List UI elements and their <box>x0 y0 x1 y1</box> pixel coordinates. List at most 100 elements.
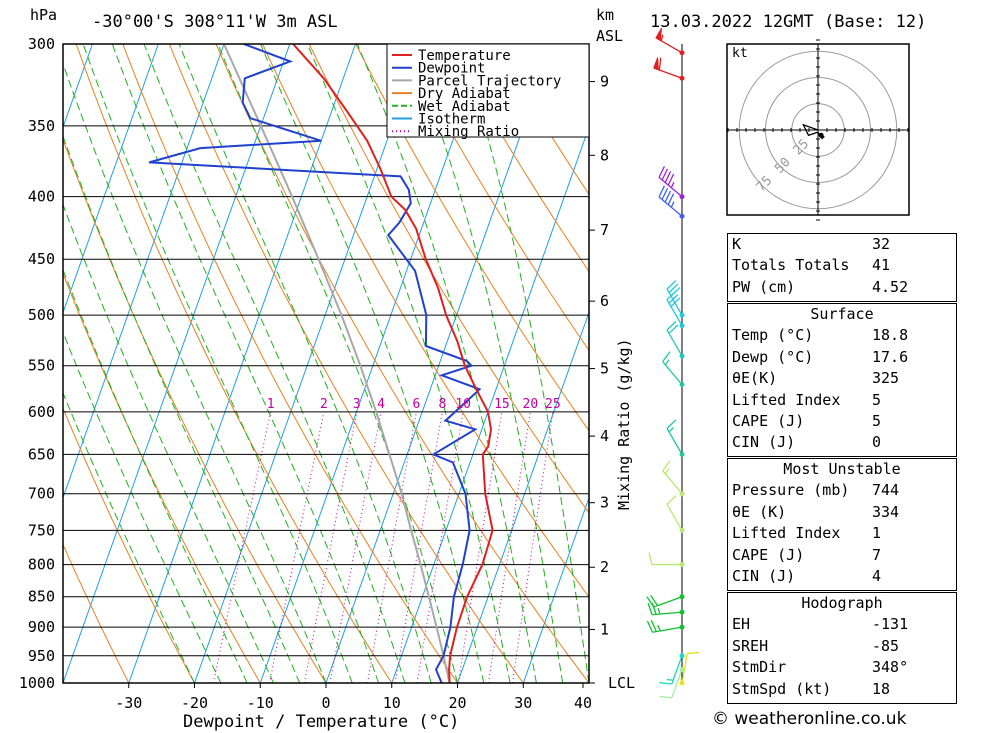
hodograph-index-label: EH <box>732 615 751 634</box>
surface-title: Surface <box>810 305 874 323</box>
hodograph-index-value: -85 <box>872 636 900 655</box>
wind-barb-dot <box>679 312 685 318</box>
wind-barb <box>662 351 685 388</box>
mixing-ratio-labels: 1 2 3 4 6 8 10 15 20 25 <box>267 397 561 412</box>
temperature-tick-label: 20 <box>448 694 466 712</box>
wind-barb-feather <box>646 596 655 608</box>
wind-barb <box>679 651 700 686</box>
wind-barb-half-feather <box>666 678 674 681</box>
index-label: Totals Totals <box>732 256 850 275</box>
pressure-tick-label: 500 <box>28 306 55 324</box>
wind-barb-feather <box>661 168 669 181</box>
wind-barb-feather <box>658 165 666 178</box>
asl-label: ASL <box>596 27 623 45</box>
wind-barb <box>648 552 685 568</box>
wind-barb-staff <box>666 504 683 531</box>
index-value: 41 <box>872 256 891 275</box>
wind-barb <box>653 57 685 81</box>
most-unstable-row: CIN (J) 4 <box>728 566 956 587</box>
dry-adiabat-line <box>75 44 393 683</box>
isotherm-line <box>457 311 589 683</box>
wind-barb-feather <box>650 595 659 607</box>
index-pw: PW (cm) 4.52 <box>728 277 956 298</box>
index-value: 32 <box>872 235 891 253</box>
surface-label: Temp (°C) <box>732 326 814 345</box>
wind-barb-feather <box>658 185 666 198</box>
km-tick-label: 9 <box>600 73 609 91</box>
wet-adiabat-line <box>178 44 432 683</box>
wind-barb-dot <box>679 562 685 568</box>
wet-adiabat-line <box>63 62 327 683</box>
surface-value: 0 <box>872 433 882 452</box>
wind-barb-feather <box>687 651 700 655</box>
most-unstable-row: Pressure (mb) 744 <box>728 480 956 501</box>
km-tick-label: 5 <box>600 360 609 378</box>
surface-label: θE(K) <box>732 369 778 388</box>
mixing-ratio-label: 10 <box>455 397 471 412</box>
wind-barb <box>658 185 685 219</box>
index-value: 4.52 <box>872 277 909 296</box>
wind-barb-staff <box>666 288 683 316</box>
wind-barbs <box>646 27 700 699</box>
wind-barb-feather <box>650 620 657 632</box>
km-label: km <box>596 6 614 24</box>
wind-barb-half-feather <box>664 359 670 366</box>
wind-barb-dot <box>679 451 685 457</box>
pressure-tick-label: 450 <box>28 250 55 268</box>
wind-barb <box>659 653 685 685</box>
wind-barb-feather <box>664 171 672 183</box>
mixing-ratio-line <box>457 411 503 683</box>
hodograph-indices-box: Hodograph EH -131 SREH -85 StmDir 348° StmSpd … <box>727 592 957 704</box>
surface-label: CIN (J) <box>732 433 796 452</box>
profile-temperature <box>292 44 494 683</box>
mixing-ratio-label: 6 <box>413 397 421 412</box>
wet-adiabat-line <box>63 134 301 683</box>
surface-row: Temp (°C) 18.8 <box>728 325 956 346</box>
pressure-tick-label: 900 <box>28 618 55 636</box>
isotherm-line <box>128 44 356 683</box>
wind-barb-half-feather <box>657 607 661 615</box>
mixing-ratio-label: 8 <box>439 397 447 412</box>
wind-barb-half-feather <box>664 468 670 475</box>
x-axis-label: Dewpoint / Temperature (°C) <box>183 712 459 732</box>
mixing-ratio-label: 20 <box>523 397 539 412</box>
mixing-ratio-line <box>329 411 382 683</box>
isotherm-line <box>522 496 589 683</box>
km-tick-label: 3 <box>600 494 609 512</box>
wind-barb-dot <box>679 323 685 329</box>
wind-barb-feather <box>666 419 677 429</box>
km-tick-label: 8 <box>600 146 609 164</box>
legend-entry: Isotherm <box>418 112 485 128</box>
profile-dewpoint <box>148 44 482 683</box>
dry-adiabat-line <box>355 44 589 432</box>
wind-barb-feather <box>668 324 679 334</box>
temperature-tick-label: 0 <box>321 694 330 712</box>
km-tick-label: 6 <box>600 292 609 310</box>
wet-adiabat-line <box>217 44 458 683</box>
wind-barb-dot <box>679 213 685 219</box>
most-unstable-row: θE (K) 334 <box>728 502 956 523</box>
dry-adiabat-line <box>63 543 130 683</box>
hodograph-index-row: EH -131 <box>728 614 956 635</box>
hodograph-unit: kt <box>732 46 748 61</box>
profile-parcel-trajectory <box>223 44 451 683</box>
isotherm-line <box>391 125 589 683</box>
wet-adiabat-line <box>63 203 274 683</box>
most-unstable-value: 7 <box>872 545 882 564</box>
most-unstable-box: Most Unstable Pressure (mb) 744 θE (K) 334 L… <box>727 458 957 591</box>
temperature-tick-label: 30 <box>514 694 532 712</box>
km-tick-label: 7 <box>600 221 609 239</box>
wind-barb-dot <box>679 50 685 56</box>
wet-adiabat-line <box>63 391 195 683</box>
legend-entry: Dewpoint <box>418 61 485 77</box>
wind-barb-staff <box>662 470 683 495</box>
mixing-ratio-label: 15 <box>494 397 510 412</box>
mixing-ratio-line <box>512 411 554 683</box>
km-tick-label: LCL <box>608 674 635 692</box>
dry-adiabat-line <box>448 44 589 273</box>
wind-barb-staff <box>652 626 683 633</box>
most-unstable-row: Lifted Index 1 <box>728 523 956 544</box>
wind-barb-feather <box>666 280 677 290</box>
